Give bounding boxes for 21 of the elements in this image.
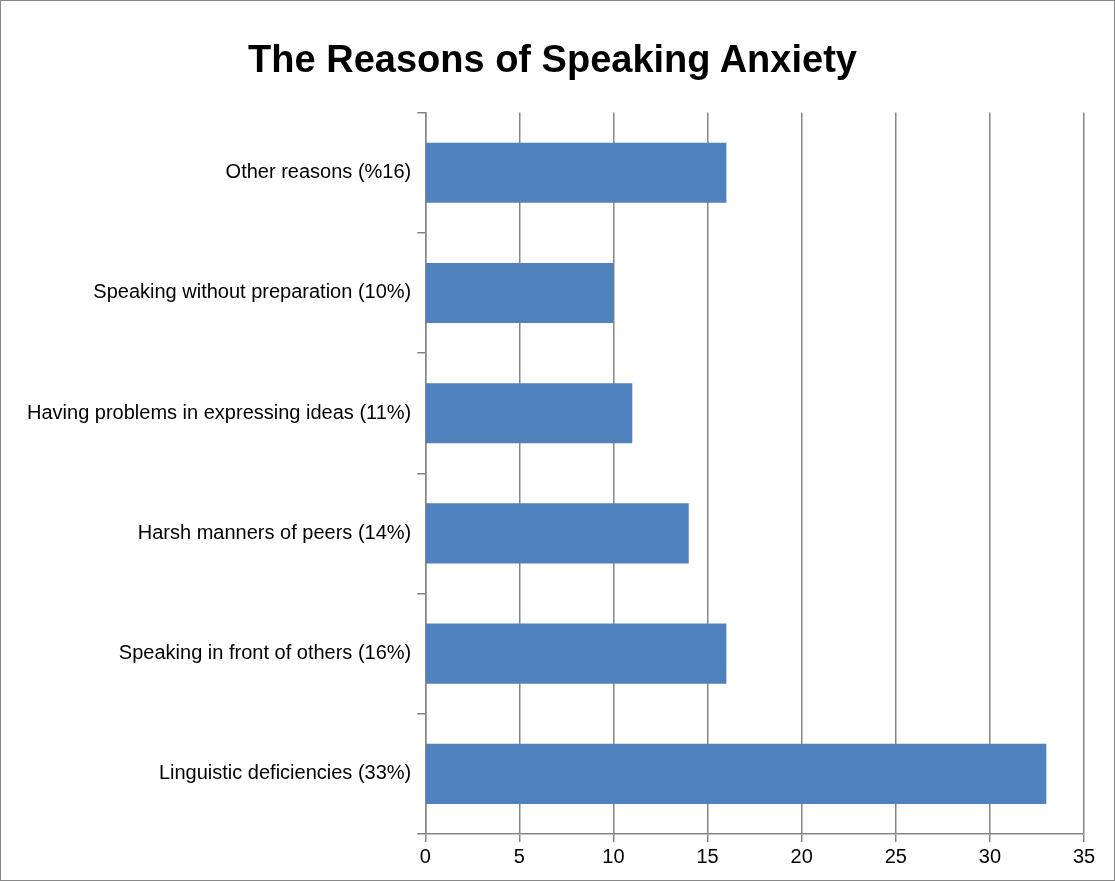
bar xyxy=(426,142,727,203)
y-tick-label: Linguistic deficiencies (33%) xyxy=(158,761,412,784)
bar xyxy=(426,383,633,444)
y-tick-label: Other reasons (%16) xyxy=(225,160,412,183)
x-tick-label: 10 xyxy=(602,844,625,867)
chart-title: The Reasons of Speaking Anxiety xyxy=(248,38,857,81)
y-tick-label: Speaking without preparation (10%) xyxy=(93,280,412,303)
x-tick-label: 0 xyxy=(419,844,431,867)
bar xyxy=(426,743,1047,804)
x-tick-label: 15 xyxy=(696,844,719,867)
bar xyxy=(426,503,689,564)
y-tick-label: Harsh manners of peers (14%) xyxy=(137,520,412,543)
x-tick-label: 30 xyxy=(978,844,1002,867)
x-tick-label: 25 xyxy=(884,844,907,867)
y-tick-label: Having problems in expressing ideas (11%) xyxy=(26,400,412,423)
x-tick-label: 35 xyxy=(1072,844,1096,867)
y-tick-label: Speaking in front of others (16%) xyxy=(118,641,412,664)
bar xyxy=(426,623,727,684)
x-tick-label: 5 xyxy=(513,844,525,867)
bar xyxy=(426,262,614,324)
x-tick-label: 20 xyxy=(790,844,813,867)
